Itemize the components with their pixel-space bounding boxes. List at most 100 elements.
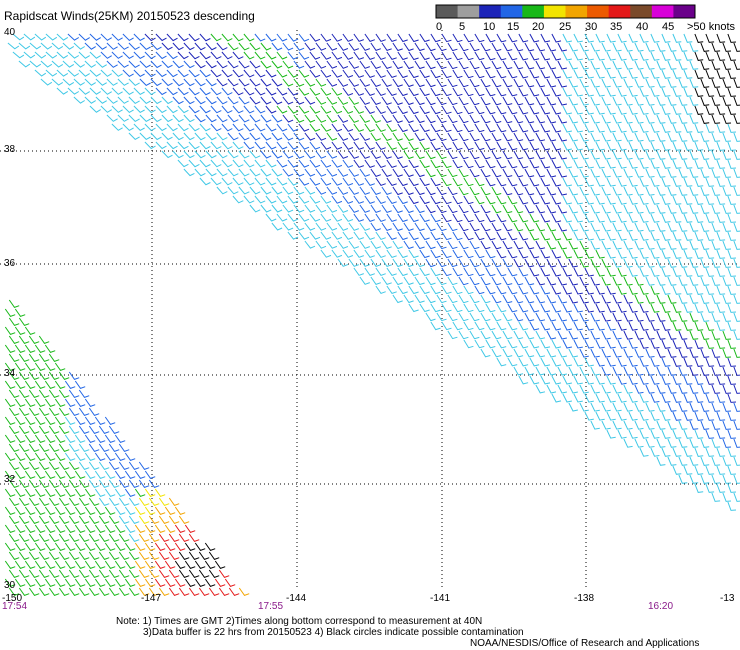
wind-barb bbox=[353, 141, 364, 150]
wind-barb bbox=[584, 69, 594, 79]
wind-barb bbox=[458, 240, 469, 250]
wind-barb bbox=[716, 321, 726, 331]
wind-barb bbox=[392, 186, 403, 196]
wind-barb bbox=[326, 240, 338, 249]
wind-barb bbox=[89, 69, 101, 77]
wind-barb bbox=[573, 159, 583, 169]
wind-barb bbox=[397, 177, 408, 187]
wind-barb bbox=[661, 177, 671, 187]
wind-barb bbox=[496, 231, 507, 241]
wind-barb bbox=[551, 393, 562, 403]
wind-barb bbox=[67, 33, 80, 41]
wind-barb bbox=[221, 87, 233, 96]
wind-barb bbox=[628, 249, 638, 259]
wind-barb bbox=[287, 231, 299, 240]
wind-barb bbox=[38, 389, 50, 399]
wind-barb bbox=[114, 434, 126, 444]
wind-barb bbox=[518, 177, 529, 187]
wind-barb bbox=[441, 123, 452, 133]
wind-barb bbox=[507, 285, 518, 295]
wind-barb bbox=[436, 60, 447, 70]
wind-barb bbox=[375, 213, 386, 223]
wind-barb bbox=[381, 132, 392, 141]
wind-barb bbox=[645, 222, 655, 232]
wind-barb bbox=[14, 326, 26, 336]
wind-barb bbox=[194, 542, 206, 552]
wind-barb bbox=[469, 240, 480, 250]
wind-barb bbox=[683, 213, 693, 223]
wind-barb bbox=[700, 420, 710, 430]
wind-barb bbox=[507, 159, 518, 169]
wind-barb bbox=[254, 87, 266, 96]
wind-barb bbox=[601, 276, 611, 286]
wind-barb bbox=[117, 42, 129, 50]
wind-barb bbox=[480, 330, 491, 340]
wind-barb bbox=[106, 42, 118, 50]
wind-barb bbox=[282, 186, 294, 195]
wind-barb bbox=[458, 96, 469, 106]
wind-barb bbox=[441, 177, 452, 187]
wind-barb bbox=[34, 578, 46, 588]
wind-barb bbox=[139, 42, 151, 51]
wind-barb bbox=[124, 578, 136, 588]
wind-barb bbox=[579, 78, 589, 88]
wind-barb bbox=[722, 78, 732, 88]
legend-label-15: 15 bbox=[507, 21, 520, 33]
wind-barb bbox=[68, 479, 80, 489]
wind-barb bbox=[4, 524, 16, 534]
wind-barb bbox=[689, 96, 699, 106]
wind-barb bbox=[232, 105, 244, 114]
wind-barb bbox=[518, 249, 529, 259]
wind-barb bbox=[370, 258, 381, 267]
lat-label-32: 32 bbox=[4, 474, 16, 485]
wind-barb bbox=[705, 105, 715, 115]
wind-barb bbox=[573, 267, 583, 277]
wind-barb bbox=[24, 416, 36, 426]
wind-barb bbox=[430, 321, 441, 331]
wind-barb bbox=[573, 339, 583, 349]
wind-barb bbox=[491, 168, 502, 178]
wind-barb bbox=[502, 312, 513, 322]
wind-barb bbox=[584, 321, 594, 331]
wind-barb bbox=[606, 87, 616, 97]
wind-barb bbox=[485, 213, 496, 223]
wind-barb bbox=[408, 231, 419, 241]
wind-barb bbox=[513, 366, 524, 376]
wind-barb bbox=[678, 384, 688, 394]
wind-barb bbox=[124, 506, 136, 516]
wind-barb bbox=[408, 303, 419, 313]
wind-barb bbox=[249, 150, 261, 159]
wind-barb bbox=[4, 560, 16, 570]
wind-barb bbox=[557, 186, 567, 196]
wind-barb bbox=[458, 312, 469, 322]
wind-barb bbox=[216, 168, 228, 177]
wind-barb bbox=[48, 497, 60, 507]
wind-barb bbox=[54, 398, 66, 408]
wind-barb bbox=[650, 321, 660, 331]
wind-barb bbox=[64, 524, 76, 534]
wind-barb bbox=[672, 51, 682, 61]
wind-barb bbox=[408, 51, 419, 61]
wind-barb bbox=[68, 587, 80, 597]
wind-barb bbox=[546, 132, 557, 142]
wind-barb bbox=[551, 123, 562, 133]
wind-barb bbox=[650, 195, 660, 205]
wind-barb bbox=[342, 177, 354, 186]
wind-barb bbox=[661, 375, 671, 385]
wind-barb bbox=[645, 42, 655, 52]
wind-barb bbox=[733, 150, 740, 160]
wind-barb bbox=[353, 123, 364, 132]
wind-barb bbox=[650, 411, 660, 421]
wind-barb bbox=[639, 393, 649, 403]
wind-barb bbox=[705, 483, 715, 493]
wind-barb bbox=[667, 186, 677, 196]
wind-barb bbox=[463, 33, 474, 43]
wind-barb bbox=[661, 249, 671, 259]
wind-barb bbox=[74, 578, 86, 588]
wind-barb bbox=[238, 132, 250, 141]
wind-barb bbox=[227, 186, 239, 195]
wind-barb bbox=[727, 177, 737, 187]
wind-barb bbox=[381, 60, 392, 69]
wind-barb bbox=[601, 222, 611, 232]
wind-barb bbox=[24, 524, 36, 534]
